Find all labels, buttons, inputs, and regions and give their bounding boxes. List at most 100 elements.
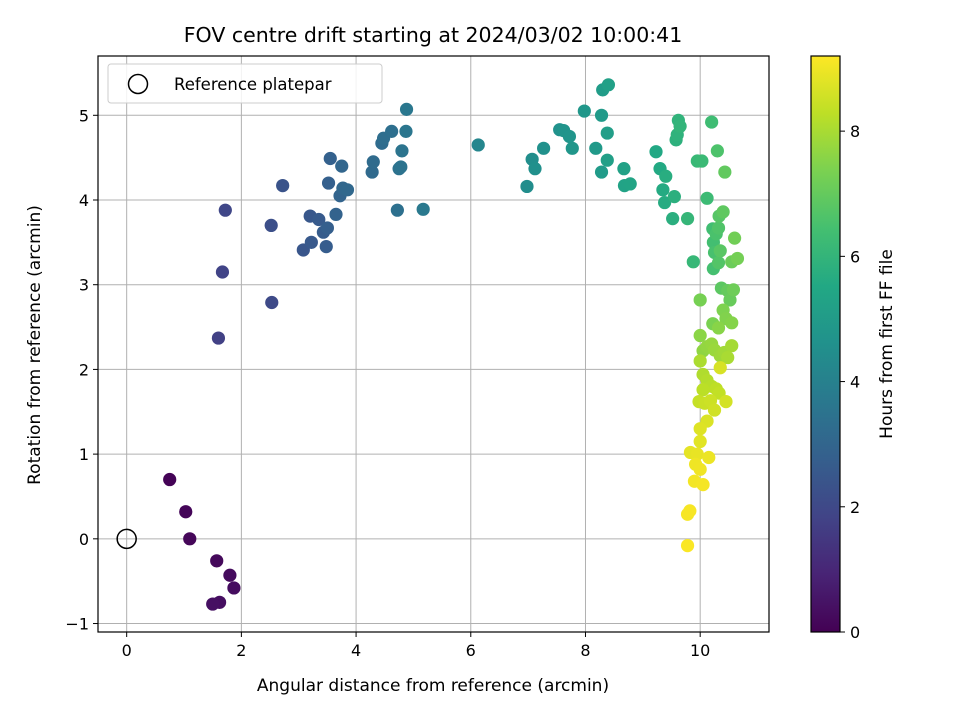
data-point: [673, 119, 687, 133]
data-point: [323, 151, 337, 166]
chart-title: FOV centre drift starting at 2024/03/02 …: [184, 23, 683, 47]
data-point: [395, 144, 409, 158]
data-point: [713, 244, 727, 258]
data-point: [721, 350, 735, 365]
legend-box: [107, 63, 383, 104]
data-point: [658, 195, 672, 210]
colorbar-tick-label: 0: [850, 623, 860, 642]
x-tick-label: 0: [122, 641, 132, 660]
data-point: [725, 339, 739, 353]
data-point: [218, 203, 232, 217]
data-point: [656, 183, 670, 197]
x-tick-label: 2: [236, 641, 246, 660]
data-point: [730, 251, 745, 266]
data-point: [385, 124, 399, 138]
data-point: [335, 159, 349, 173]
axis-ticks: 0 2 4 6 8 10 −1 0 1 2 3 4 5: [65, 106, 710, 660]
data-point: [594, 108, 609, 122]
data-point: [711, 256, 726, 270]
data-point: [693, 462, 707, 476]
data-point: [726, 283, 741, 297]
x-tick-label: 10: [690, 641, 710, 660]
data-point: [667, 190, 681, 204]
data-point: [623, 177, 637, 191]
data-point: [179, 505, 193, 519]
data-point: [163, 472, 177, 487]
y-tick-label: 0: [79, 530, 89, 549]
colorbar-ticks: 0 2 4 6 8: [840, 122, 860, 642]
y-tick-label: 2: [79, 360, 89, 379]
data-point: [705, 115, 719, 129]
data-point: [520, 179, 534, 194]
colorbar-tick-label: 2: [850, 498, 860, 517]
data-point: [211, 331, 226, 345]
x-tick-label: 8: [580, 641, 590, 660]
data-point: [321, 176, 336, 190]
data-point: [537, 141, 551, 155]
colorbar-tick-label: 8: [850, 122, 860, 141]
data-point: [276, 179, 290, 193]
x-tick-label: 4: [351, 641, 361, 660]
colorbar-label: Hours from first FF file: [877, 249, 897, 439]
data-point: [700, 191, 714, 205]
data-point: [711, 321, 726, 335]
y-tick-label: 5: [79, 106, 89, 125]
data-point: [206, 597, 220, 611]
data-point: [680, 212, 695, 226]
data-point: [340, 183, 355, 197]
data-point: [649, 145, 663, 159]
data-point: [686, 255, 700, 269]
data-point: [659, 169, 673, 183]
data-point: [713, 361, 727, 375]
data-points: [116, 78, 745, 611]
data-point: [399, 124, 413, 138]
x-tick-label: 6: [466, 641, 476, 660]
data-point: [693, 434, 707, 449]
data-point: [693, 328, 707, 343]
y-axis-label: Rotation from reference (arcmin): [25, 205, 45, 485]
data-point: [183, 532, 197, 546]
data-point: [319, 239, 333, 254]
data-point: [304, 235, 318, 249]
data-point: [719, 395, 733, 409]
data-point: [702, 450, 716, 465]
y-tick-label: 3: [79, 276, 89, 295]
data-point: [707, 403, 722, 417]
data-point: [666, 212, 680, 226]
y-tick-label: 4: [79, 191, 89, 210]
x-axis-label: Angular distance from reference (arcmin): [257, 676, 609, 696]
data-point: [577, 104, 591, 118]
legend-reference-marker: [127, 73, 149, 95]
data-point: [601, 78, 616, 92]
data-point: [320, 221, 335, 235]
data-point: [600, 153, 614, 167]
data-point: [394, 160, 408, 174]
data-point: [329, 207, 343, 221]
data-point: [589, 141, 603, 155]
data-point: [695, 154, 709, 168]
reference-platepar-marker: [116, 528, 137, 550]
data-point: [727, 231, 742, 245]
data-point: [716, 205, 730, 219]
data-point: [399, 102, 414, 116]
data-point: [264, 218, 278, 233]
legend: Reference platepar: [107, 63, 383, 104]
colorbar: 0 2 4 6 8 Hours from first FF file: [810, 55, 897, 642]
data-point: [210, 554, 224, 568]
colorbar-gradient: [810, 55, 841, 633]
data-point: [528, 162, 542, 176]
data-point: [683, 504, 697, 518]
axes-frame: [97, 55, 770, 633]
y-tick-label: −1: [65, 615, 89, 634]
y-tick-label: 1: [79, 445, 89, 464]
data-point: [711, 221, 726, 235]
data-point: [365, 165, 379, 179]
data-point: [312, 212, 326, 227]
colorbar-tick-label: 6: [850, 247, 860, 266]
data-point: [718, 165, 732, 179]
grid-lines: [98, 56, 769, 632]
data-point: [617, 162, 631, 176]
data-point: [696, 478, 710, 492]
